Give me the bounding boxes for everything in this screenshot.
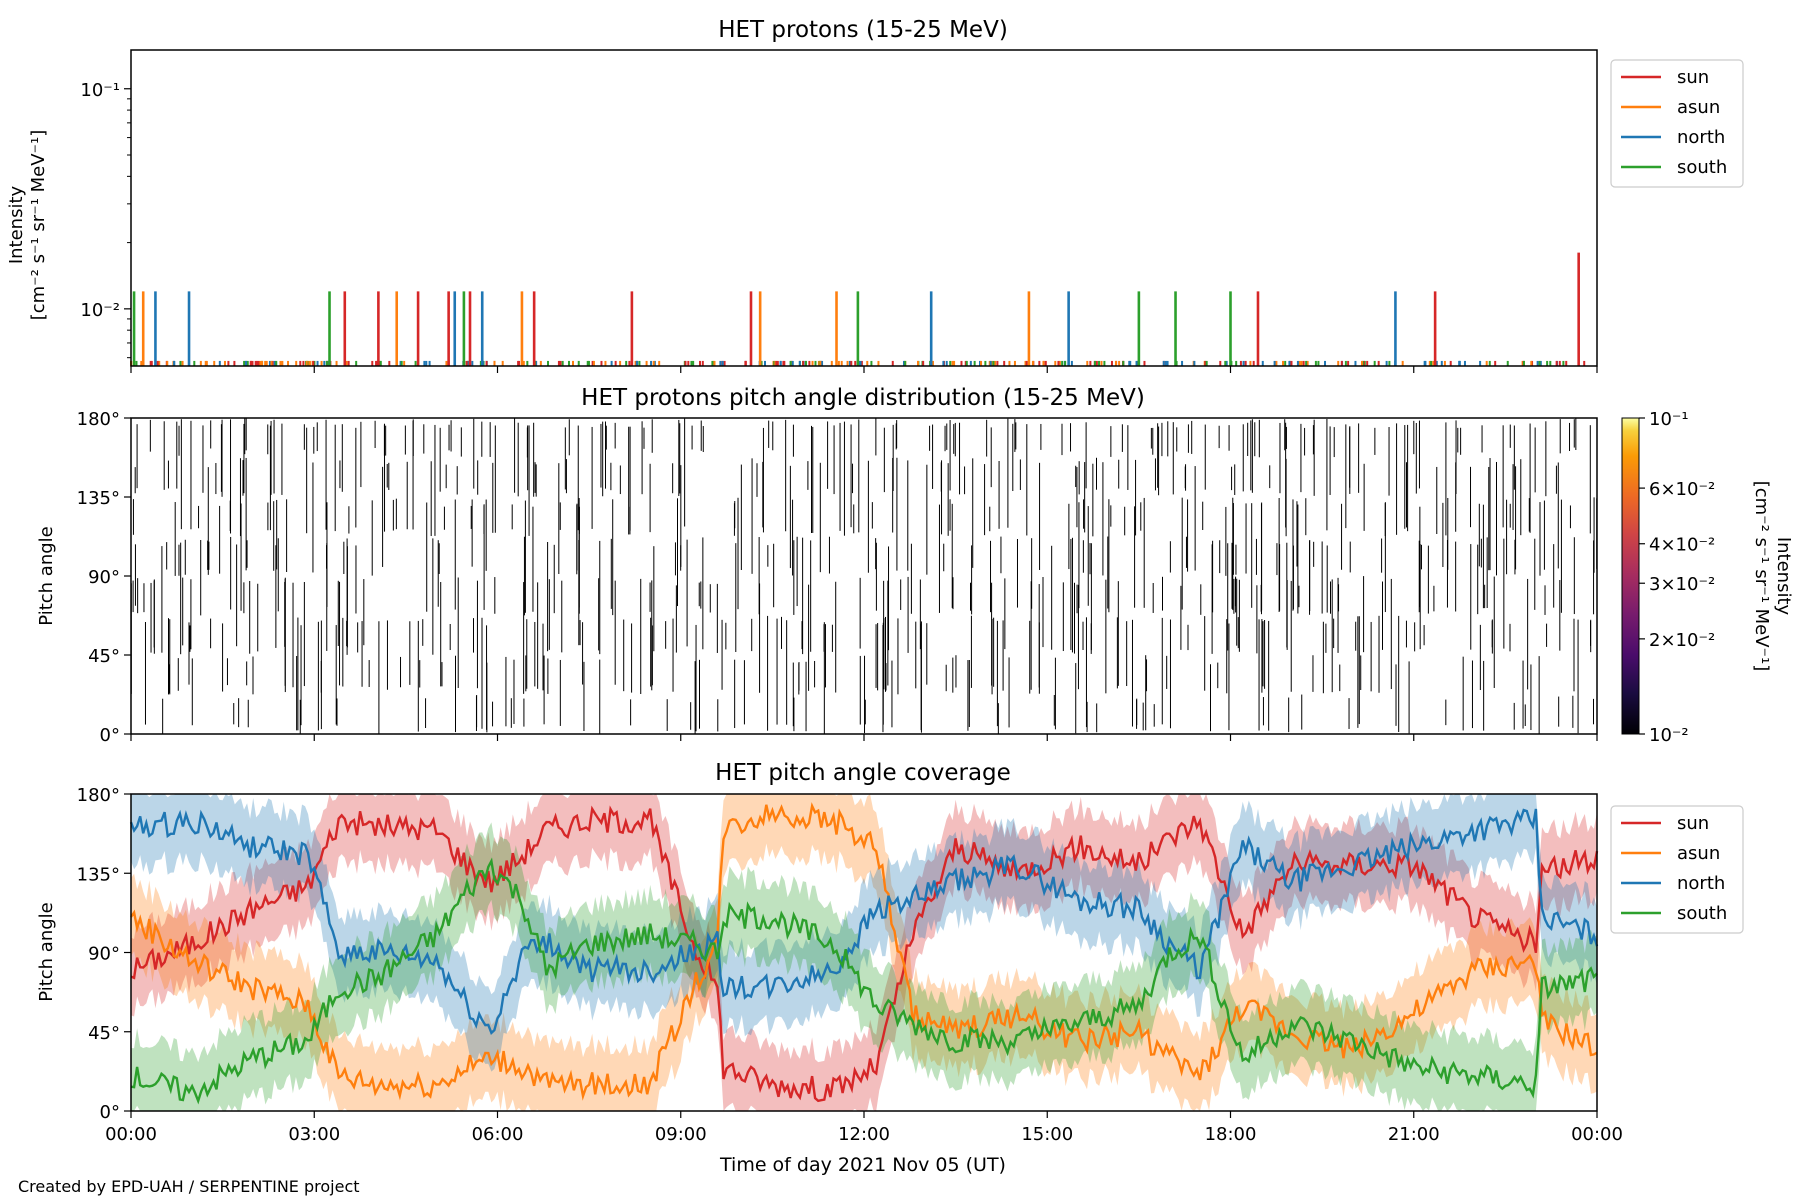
south-coverage-line bbox=[130, 857, 1598, 1105]
xaxis-label: Time of day 2021 Nov 05 (UT) bbox=[719, 1154, 1006, 1176]
legend-label-south: south bbox=[1677, 903, 1727, 924]
legend-box bbox=[1610, 59, 1744, 188]
panel1-ylabel-text: Intensity bbox=[6, 185, 27, 264]
panel3-ytick-label: 0° bbox=[100, 1102, 120, 1123]
legend-label-asun: asun bbox=[1677, 843, 1720, 864]
legend-label-sun: sun bbox=[1677, 813, 1709, 834]
panel1-frame bbox=[130, 49, 1598, 367]
xtick-label: 12:00 bbox=[838, 1124, 890, 1145]
panel1-ytick-label: 10⁻¹ bbox=[80, 80, 120, 101]
xtick-label: 00:00 bbox=[1571, 1124, 1623, 1145]
legend-bottom: sun asun north south bbox=[1610, 805, 1744, 934]
colorbar bbox=[1621, 417, 1640, 735]
panel2-ytick-label: 0° bbox=[100, 725, 120, 746]
panel2-ytick-label: 180° bbox=[77, 409, 120, 430]
pitch-angle-distribution-panel: HET protons pitch angle distribution (15… bbox=[36, 385, 1794, 746]
colorbar-tick-label: 2×10⁻² bbox=[1649, 630, 1715, 651]
intensity-panel: HET protons (15-25 MeV) Intensity [cm⁻² … bbox=[6, 17, 1598, 373]
south-coverage-band bbox=[131, 822, 1597, 1111]
panel2-title: HET protons pitch angle distribution (15… bbox=[581, 385, 1145, 411]
xtick-label: 21:00 bbox=[1388, 1124, 1440, 1145]
pitch-angle-coverage-panel: HET pitch angle coverage Pitch angle 0° 4… bbox=[36, 760, 1623, 1176]
panel1-ylabel-unit: [cm⁻² s⁻¹ sr⁻¹ MeV⁻¹] bbox=[28, 130, 49, 321]
asun-coverage-line bbox=[130, 802, 1598, 1101]
panel2-ytick-label: 45° bbox=[88, 646, 120, 667]
panel3-ytick-label: 45° bbox=[88, 1023, 120, 1044]
panel2-ylabel: Pitch angle bbox=[36, 526, 57, 625]
xtick-label: 00:00 bbox=[105, 1124, 157, 1145]
colorbar-label-text: Intensity bbox=[1773, 537, 1794, 616]
north-coverage-band bbox=[131, 794, 1597, 1072]
sun-coverage-line bbox=[130, 805, 1599, 1103]
panel2-frame bbox=[130, 417, 1598, 735]
panel1-ytick-label: 10⁻² bbox=[80, 300, 120, 321]
colorbar-tick-label: 3×10⁻² bbox=[1649, 574, 1715, 595]
colorbar-tick-label: 4×10⁻² bbox=[1649, 535, 1715, 556]
xtick-label: 18:00 bbox=[1205, 1124, 1257, 1145]
legend-label-north: north bbox=[1677, 127, 1725, 148]
legend-top: sun asun north south bbox=[1610, 59, 1744, 188]
xtick-label: 06:00 bbox=[472, 1124, 524, 1145]
colorbar-label-unit: [cm⁻² s⁻¹ sr⁻¹ MeV⁻¹] bbox=[1751, 481, 1772, 672]
panel2-ytick-label: 135° bbox=[77, 488, 120, 509]
colorbar-tick-label: 6×10⁻² bbox=[1649, 479, 1715, 500]
colorbar-tick-label: 10⁻² bbox=[1649, 725, 1689, 746]
panel3-ytick-label: 90° bbox=[88, 944, 120, 965]
xtick-label: 15:00 bbox=[1021, 1124, 1073, 1145]
xtick-label: 09:00 bbox=[655, 1124, 707, 1145]
legend-box bbox=[1610, 805, 1744, 934]
panel3-ytick-label: 135° bbox=[77, 864, 120, 885]
colorbar-tick-label: 10⁻¹ bbox=[1649, 409, 1689, 430]
panel2-ytick-label: 90° bbox=[88, 567, 120, 588]
legend-label-north: north bbox=[1677, 873, 1725, 894]
panel3-ylabel: Pitch angle bbox=[36, 902, 57, 1001]
north-coverage-line bbox=[129, 808, 1599, 1035]
legend-label-asun: asun bbox=[1677, 97, 1720, 118]
credit-footer: Created by EPD-UAH / SERPENTINE project bbox=[18, 1177, 360, 1196]
xtick-label: 03:00 bbox=[288, 1124, 340, 1145]
legend-label-sun: sun bbox=[1677, 67, 1709, 88]
legend-label-south: south bbox=[1677, 157, 1727, 178]
panel1-ylabel: Intensity [cm⁻² s⁻¹ sr⁻¹ MeV⁻¹] bbox=[6, 130, 49, 321]
panel1-title: HET protons (15-25 MeV) bbox=[718, 17, 1008, 43]
panel3-title: HET pitch angle coverage bbox=[715, 760, 1011, 786]
panel3-ytick-label: 180° bbox=[77, 785, 120, 806]
colorbar-label: Intensity [cm⁻² s⁻¹ sr⁻¹ MeV⁻¹] bbox=[1751, 481, 1794, 672]
